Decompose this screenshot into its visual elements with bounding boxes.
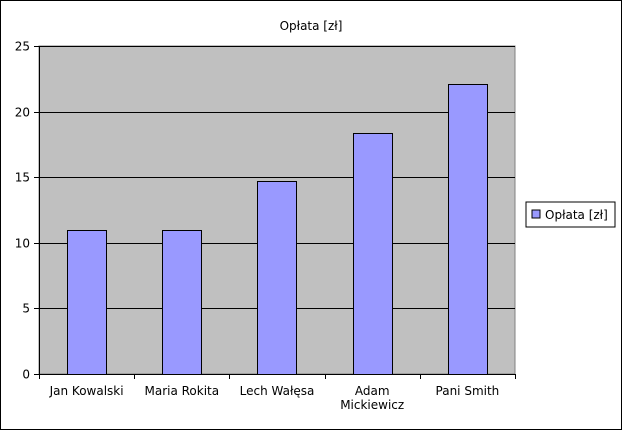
bar <box>67 230 107 375</box>
x-axis-tick-labels: Jan Kowalski Maria Rokita Lech Wałęsa AdamM… <box>49 384 500 412</box>
chart-title: Opłata [zł] <box>280 19 343 33</box>
axes <box>34 46 516 379</box>
y-tick-label: 0 <box>22 368 30 382</box>
y-tick-label: 20 <box>15 106 30 120</box>
legend: Opłata [zł] <box>525 201 616 228</box>
bar <box>162 230 202 375</box>
y-axis-tick-labels: 0 5 10 15 20 25 <box>15 40 30 382</box>
legend-label: Opłata [zł] <box>545 208 608 222</box>
y-tick-label: 15 <box>15 171 30 185</box>
x-tick-label: Adam <box>355 384 390 398</box>
x-tick-label: Jan Kowalski <box>49 384 124 398</box>
legend-swatch <box>531 209 541 219</box>
bar <box>448 84 488 375</box>
legend-box <box>525 201 616 228</box>
bars <box>67 84 488 375</box>
bar <box>257 181 297 375</box>
x-tick-label: Lech Wałęsa <box>240 384 315 398</box>
bar <box>353 133 393 375</box>
y-tick-label: 25 <box>15 40 30 54</box>
y-tick-label: 5 <box>22 302 30 316</box>
y-tick-label: 10 <box>15 237 30 251</box>
x-tick-label: Pani Smith <box>436 384 500 398</box>
x-tick-label: Mickiewicz <box>340 398 404 412</box>
x-tick-label: Maria Rokita <box>144 384 219 398</box>
